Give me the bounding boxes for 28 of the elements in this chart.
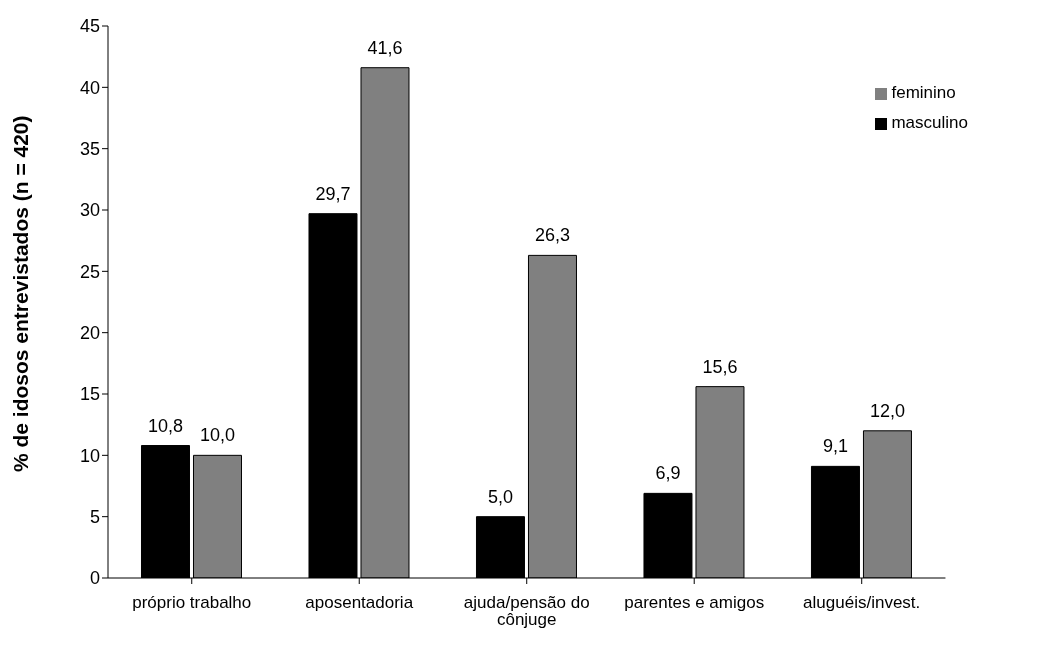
legend-label: feminino xyxy=(891,83,956,102)
y-tick-label: 15 xyxy=(79,384,100,405)
y-tick-label: 35 xyxy=(79,139,100,160)
data-label: 5,0 xyxy=(487,486,513,507)
data-label: 9,1 xyxy=(822,436,848,457)
x-tick-label: aluguéis/invest. xyxy=(803,593,921,613)
data-label: 41,6 xyxy=(367,37,403,58)
y-tick-label: 0 xyxy=(89,568,100,589)
data-label: 10,0 xyxy=(199,425,236,446)
x-tick-label: parentes e amigos xyxy=(624,593,765,613)
y-axis-title: % de idosos entrevistados (n = 420) xyxy=(9,115,33,472)
x-tick-label: próprio trabalho xyxy=(132,593,252,613)
x-tick-label: aposentadoria xyxy=(305,593,414,613)
y-tick-label: 45 xyxy=(79,16,100,37)
y-tick-label: 30 xyxy=(79,200,100,221)
y-tick-label: 5 xyxy=(89,507,100,528)
y-tick-label: 20 xyxy=(79,323,100,344)
y-tick-label: 10 xyxy=(79,445,100,466)
legend-label: masculino xyxy=(891,113,968,132)
x-tick-label: ajuda/pensão do cônjuge xyxy=(463,593,590,630)
data-label: 12,0 xyxy=(869,400,905,421)
data-label: 6,9 xyxy=(655,463,681,484)
y-tick-label: 40 xyxy=(79,77,100,98)
y-tick-label: 25 xyxy=(79,261,100,282)
data-label: 29,7 xyxy=(315,183,351,204)
data-label: 15,6 xyxy=(702,356,738,377)
data-label: 10,8 xyxy=(147,415,184,436)
data-label: 26,3 xyxy=(534,225,570,246)
